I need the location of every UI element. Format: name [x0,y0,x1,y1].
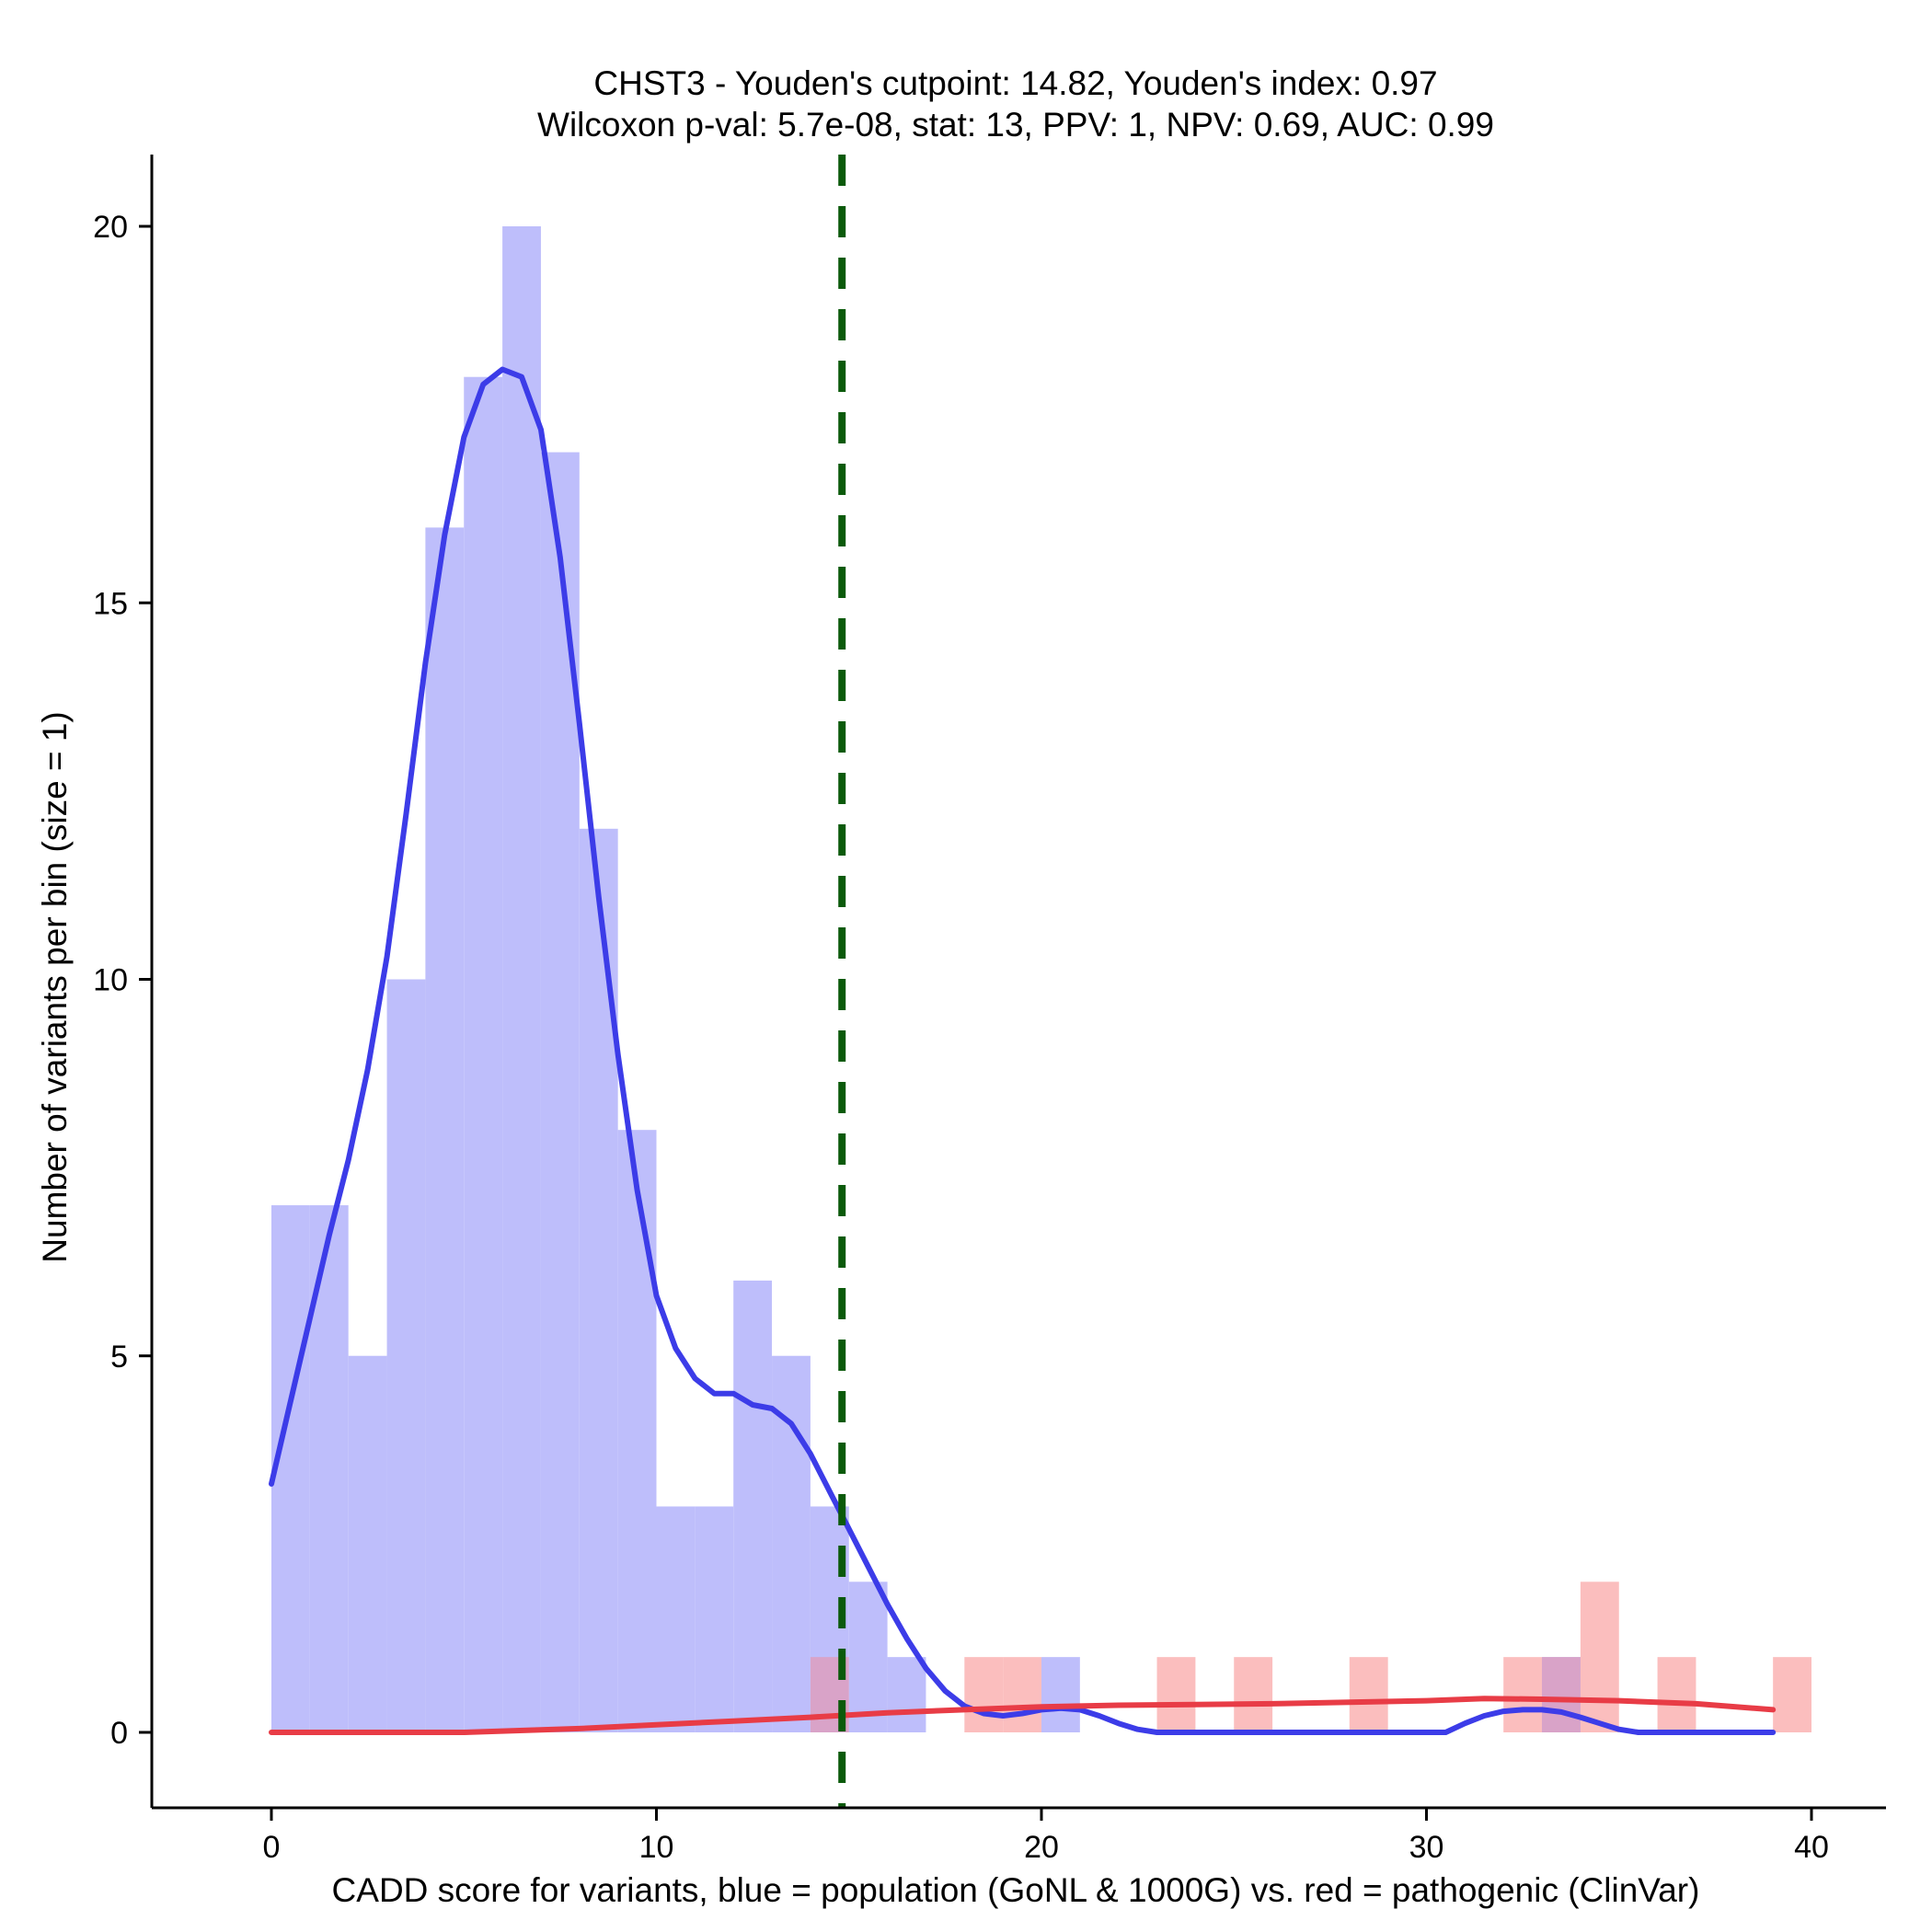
population-bar-10 [656,1506,696,1732]
pathogenic-density-line [269,1696,1777,1735]
population-bar-5 [464,376,503,1733]
x-axis-label: CADD score for variants, blue = populati… [332,1871,1700,1909]
overlap-bar-33 [1542,1657,1581,1732]
y-tick-label: 10 [93,963,128,998]
pathogenic-bar-28 [1349,1657,1388,1732]
population-bar-15 [848,1581,888,1732]
histogram-bars [271,226,1811,1733]
x-tick-label: 10 [639,1830,674,1865]
x-tick-label: 40 [1794,1830,1829,1865]
pathogenic-bar-18 [964,1657,1004,1732]
pathogenic-bar-34 [1580,1581,1619,1732]
y-tick-label: 20 [93,210,128,245]
y-tick-label: 0 [110,1716,128,1751]
population-density-line [269,366,1777,1735]
axes: 0 10 20 30 40 0 5 10 15 20 [93,155,1886,1865]
y-tick-label: 5 [110,1340,128,1374]
population-bar-8 [579,828,618,1732]
population-bar-16 [887,1657,926,1732]
pathogenic-bar-36 [1657,1657,1696,1732]
chart-title-line-1: CHST3 - Youden's cutpoint: 14.82, Youden… [593,64,1437,102]
population-bar-20 [1041,1657,1080,1732]
population-bar-0 [271,1205,310,1732]
population-bar-3 [386,979,426,1732]
x-tick-label: 0 [263,1830,281,1865]
chart-title-line-2: Wilcoxon p-val: 5.7e-08, stat: 13, PPV: … [537,106,1494,144]
pathogenic-bar-19 [1003,1657,1041,1732]
density-lines [269,155,1777,1808]
x-tick-label: 20 [1024,1830,1059,1865]
population-bar-11 [695,1506,734,1732]
pathogenic-bar-25 [1234,1657,1273,1732]
y-tick-label: 15 [93,586,128,621]
population-bar-7 [540,452,580,1732]
population-bar-6 [502,226,541,1732]
population-bar-2 [348,1355,387,1732]
pathogenic-bar-39 [1773,1657,1811,1732]
population-bar-13 [772,1355,811,1732]
pathogenic-bar-23 [1156,1657,1196,1732]
x-tick-label: 30 [1409,1830,1444,1865]
population-bar-9 [617,1130,657,1732]
population-bar-4 [425,527,465,1732]
pathogenic-bar-32 [1503,1657,1543,1732]
y-axis-label: Number of variants per bin (size = 1) [36,711,74,1262]
population-bar-12 [733,1280,773,1732]
